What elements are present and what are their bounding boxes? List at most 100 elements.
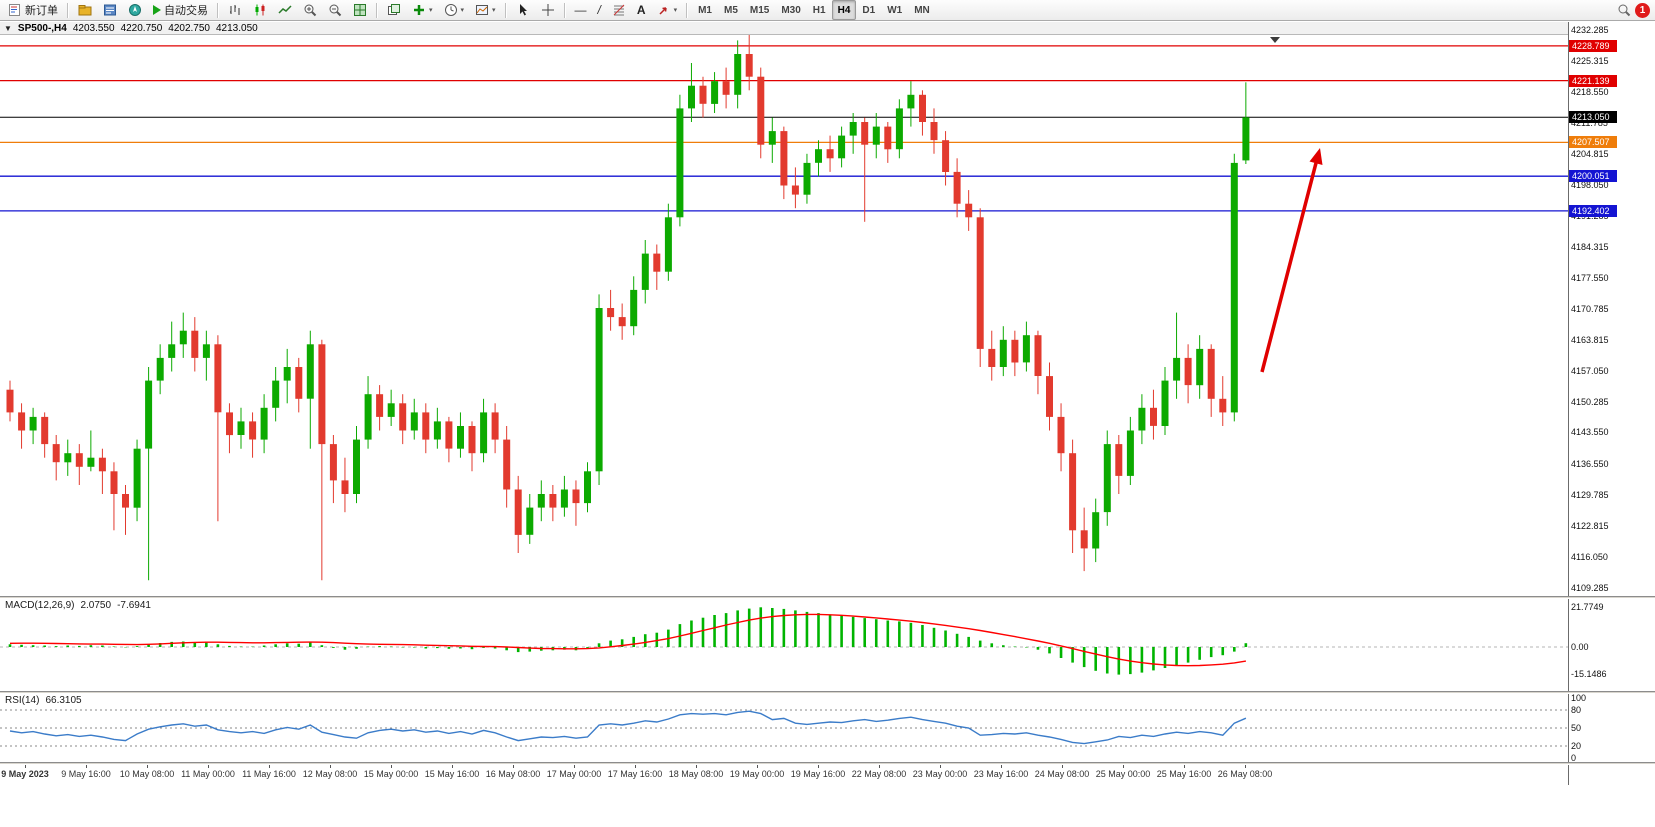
rsi-panel[interactable]	[0, 694, 1568, 762]
rsi-scale-label: 50	[1571, 722, 1582, 733]
cursor-tool-button[interactable]	[511, 0, 535, 20]
macd-scale-label: -15.1486	[1571, 669, 1607, 680]
crosshair-tool-button[interactable]	[536, 0, 560, 20]
rsi-axis[interactable]: 100 80 50 20 0	[1568, 693, 1655, 763]
navigator-button[interactable]	[123, 0, 147, 20]
text-tool-button[interactable]: A	[632, 0, 651, 20]
time-axis-label: 16 May 08:00	[485, 769, 541, 779]
crosshair-icon	[541, 3, 555, 17]
fibonacci-tool-button[interactable]	[607, 0, 631, 20]
panel-splitter[interactable]	[0, 762, 1655, 765]
time-axis-label: 15 May 00:00	[363, 769, 419, 779]
chart-shift-marker-icon[interactable]	[1270, 37, 1280, 43]
line-chart-type-button[interactable]	[273, 0, 297, 20]
bar-chart-type-button[interactable]	[223, 0, 247, 20]
time-axis-label: 17 May 00:00	[546, 769, 602, 779]
time-axis-tick	[25, 765, 26, 768]
time-axis-label: 17 May 16:00	[607, 769, 663, 779]
time-axis-tick	[1245, 765, 1246, 768]
timeframe-m15-button[interactable]: M15	[749, 4, 770, 16]
time-axis-label: 15 May 16:00	[424, 769, 480, 779]
price-axis-label: 4170.785	[1571, 303, 1609, 314]
auto-trading-button[interactable]: 自动交易	[148, 0, 213, 20]
timeframe-d1-button[interactable]: D1	[862, 4, 876, 16]
bar-chart-icon	[228, 3, 242, 17]
timeframe-m30-button[interactable]: M30	[781, 4, 801, 16]
trendline-icon: /	[597, 3, 601, 17]
price-axis-label: 4143.550	[1571, 427, 1609, 438]
trend-arrow[interactable]	[1260, 148, 1323, 373]
cascade-windows-button[interactable]	[382, 0, 406, 20]
fibonacci-icon	[612, 3, 626, 17]
macd-scale-label: 0.00	[1571, 641, 1589, 652]
new-order-button[interactable]: 新订单	[3, 0, 63, 20]
profiles-button[interactable]	[73, 0, 97, 20]
clock-icon	[444, 3, 458, 17]
bottom-filler	[0, 785, 1655, 827]
price-level-badge: 4192.402	[1569, 204, 1617, 217]
price-axis-label: 4163.815	[1571, 335, 1609, 346]
time-axis-label: 11 May 00:00	[181, 769, 235, 779]
rsi-value: 66.3105	[45, 695, 82, 706]
notification-badge[interactable]: 1	[1635, 2, 1650, 18]
profiles-icon	[78, 3, 92, 17]
ohlc-low: 4202.750	[168, 22, 210, 34]
time-axis-tick	[635, 765, 636, 768]
time-axis-tick	[1001, 765, 1002, 768]
panel-splitter[interactable]	[0, 596, 1655, 599]
trendline-tool-button[interactable]: /	[593, 0, 606, 20]
price-axis-label: 4204.815	[1571, 149, 1609, 160]
arrow-shape-icon	[657, 3, 671, 17]
chevron-down-icon: ▾	[429, 6, 433, 14]
time-axis-label: 23 May 00:00	[912, 769, 968, 779]
horizontal-line-tool-button[interactable]: —	[570, 0, 592, 20]
search-icon[interactable]	[1617, 3, 1631, 17]
zoom-in-button[interactable]	[298, 0, 322, 20]
price-axis-label: 4129.785	[1571, 489, 1609, 500]
indicators-button[interactable]: ▾	[407, 0, 438, 20]
time-axis-tick	[940, 765, 941, 768]
macd-signal-line	[9, 613, 1247, 667]
line-chart-icon	[278, 3, 292, 17]
time-axis-tick	[452, 765, 453, 768]
market-watch-button[interactable]	[98, 0, 122, 20]
price-axis-label: 4225.315	[1571, 56, 1609, 67]
panel-splitter[interactable]	[0, 691, 1655, 694]
price-axis[interactable]: 4232.2854225.3154218.5504211.7854204.815…	[1568, 22, 1655, 596]
price-level-badge: 4213.050	[1569, 111, 1617, 124]
price-axis-label: 4232.285	[1571, 24, 1609, 35]
time-axis-label: 9 May 2023	[1, 769, 49, 779]
periods-button[interactable]: ▾	[439, 0, 470, 20]
timeframe-m5-button[interactable]: M5	[723, 4, 738, 16]
price-axis-label: 4177.550	[1571, 272, 1609, 283]
timeframe-mn-button[interactable]: MN	[914, 4, 930, 16]
new-order-icon	[8, 3, 22, 17]
macd-axis[interactable]: 21.7749 0.00 -15.1486	[1568, 599, 1655, 691]
timeframe-w1-button[interactable]: W1	[887, 4, 903, 16]
chart-selector-icon[interactable]: ▼	[4, 23, 12, 33]
ohlc-open: 4203.550	[72, 22, 115, 34]
timeframe-h4-button[interactable]: H4	[831, 0, 857, 20]
tile-windows-button[interactable]	[348, 0, 372, 20]
time-axis[interactable]: 9 May 2023 9 May 16:00 10 May 08:00 11 May …	[0, 765, 1568, 785]
template-icon	[475, 3, 489, 17]
candlestick-type-button[interactable]	[248, 0, 272, 20]
time-axis-label: 9 May 16:00	[61, 769, 111, 779]
time-axis-label: 25 May 16:00	[1156, 769, 1212, 779]
time-axis-tick	[696, 765, 697, 768]
price-axis-label: 4218.550	[1571, 86, 1609, 97]
price-axis-label: 4122.815	[1571, 521, 1609, 532]
time-axis-tick	[330, 765, 331, 768]
zoom-out-button[interactable]	[323, 0, 347, 20]
templates-button[interactable]: ▾	[470, 0, 501, 20]
timeframe-m1-button[interactable]: M1	[698, 4, 712, 16]
main-chart[interactable]	[0, 22, 1568, 596]
shapes-tool-button[interactable]: ▾	[652, 0, 683, 20]
new-order-label: 新订单	[25, 5, 58, 17]
timeframe-h1-button[interactable]: H1	[812, 4, 826, 16]
candlestick-icon	[253, 3, 267, 17]
price-level-badge: 4200.051	[1569, 170, 1617, 183]
macd-panel[interactable]	[0, 599, 1568, 691]
price-axis-label: 4150.285	[1571, 396, 1609, 407]
time-axis-label: 23 May 16:00	[973, 769, 1029, 779]
